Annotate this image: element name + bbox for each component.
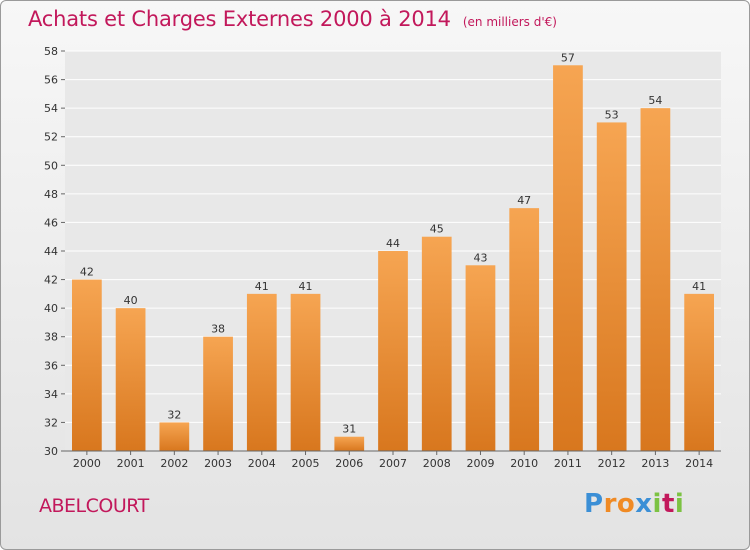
x-tick-label-2005: 2005 [292, 457, 320, 470]
y-tick-label: 36 [44, 359, 58, 372]
x-tick-label-2014: 2014 [685, 457, 713, 470]
y-tick-label: 32 [44, 416, 58, 429]
bar-2010 [509, 208, 540, 451]
data-label-2003: 38 [211, 323, 225, 336]
title-row: Achats et Charges Externes 2000 à 2014 (… [28, 7, 557, 31]
x-tick-label-2006: 2006 [335, 457, 363, 470]
data-label-2009: 43 [473, 251, 487, 264]
y-tick-label: 42 [44, 274, 58, 287]
y-tick-label: 34 [44, 388, 58, 401]
y-tick-label: 56 [44, 74, 58, 87]
y-tick-label: 50 [44, 159, 58, 172]
data-label-2013: 54 [648, 94, 662, 107]
bar-2005 [290, 293, 321, 451]
logo-letter: i [674, 489, 685, 519]
data-label-2010: 47 [517, 194, 531, 207]
x-tick-label-2011: 2011 [554, 457, 582, 470]
bar-2007 [378, 251, 408, 451]
y-tick-label: 58 [44, 45, 58, 58]
bar-2000 [71, 279, 102, 451]
bar-2012 [596, 122, 627, 451]
commune-name: ABELCOURT [39, 495, 149, 517]
x-tick-label-2009: 2009 [466, 457, 494, 470]
data-label-2011: 57 [561, 51, 575, 64]
x-tick-label-2013: 2013 [641, 457, 669, 470]
data-label-2007: 44 [386, 237, 400, 250]
data-label-2002: 32 [167, 408, 181, 421]
data-label-2008: 45 [430, 223, 444, 236]
chart-unit: (en milliers d'€) [462, 15, 557, 29]
y-tick-label: 38 [44, 331, 58, 344]
bar-2009 [465, 265, 496, 451]
x-tick-label-2002: 2002 [160, 457, 188, 470]
x-tick-label-2007: 2007 [379, 457, 407, 470]
bar-2003 [203, 336, 233, 451]
data-label-2000: 42 [80, 266, 94, 279]
y-axis-ticks: 30 32 34 36 38 40 42 44 46 48 50 52 54 56 58 [44, 45, 65, 458]
bar-2008 [421, 236, 452, 451]
bar-2006 [334, 436, 365, 451]
bar-2014 [684, 293, 715, 451]
x-tick-label-2003: 2003 [204, 457, 232, 470]
bars-group [71, 65, 715, 452]
y-tick-label: 46 [44, 216, 58, 229]
logo-letter: t [661, 489, 675, 519]
x-tick-label-2000: 2000 [73, 457, 101, 470]
y-tick-label: 48 [44, 188, 58, 201]
chart-title: Achats et Charges Externes 2000 à 2014 [28, 7, 451, 31]
x-tick-label-2012: 2012 [598, 457, 626, 470]
bar-2013 [640, 108, 671, 452]
logo-letter: P [584, 489, 604, 519]
x-axis-ticks: 2000 2001 2002 2003 2004 2005 2006 2007 2008 2009… [73, 451, 713, 470]
logo-letter: o [616, 489, 636, 519]
y-tick-label: 40 [44, 302, 58, 315]
y-tick-label: 30 [44, 445, 58, 458]
proxiti-logo[interactable]: Proxiti [584, 489, 684, 519]
logo-letter: r [603, 489, 617, 519]
y-tick-label: 44 [44, 245, 58, 258]
logo-letter: i [652, 489, 662, 519]
data-label-2001: 40 [124, 294, 138, 307]
data-label-2004: 41 [255, 280, 269, 293]
bar-2001 [115, 308, 146, 451]
data-label-2014: 41 [692, 280, 706, 293]
y-tick-label: 52 [44, 131, 58, 144]
data-label-2012: 53 [605, 108, 619, 121]
x-tick-label-2008: 2008 [423, 457, 451, 470]
logo-letter: x [635, 489, 653, 519]
bar-2002 [159, 422, 190, 451]
x-tick-label-2001: 2001 [117, 457, 145, 470]
bar-2004 [246, 293, 277, 451]
data-labels-group: 42 40 32 38 41 41 31 44 45 43 47 57 53 54 41 [80, 51, 706, 435]
y-tick-label: 54 [44, 102, 58, 115]
data-label-2006: 31 [342, 423, 356, 436]
bar-2011 [553, 65, 583, 452]
data-label-2005: 41 [299, 280, 313, 293]
x-tick-label-2010: 2010 [510, 457, 538, 470]
x-tick-label-2004: 2004 [248, 457, 276, 470]
